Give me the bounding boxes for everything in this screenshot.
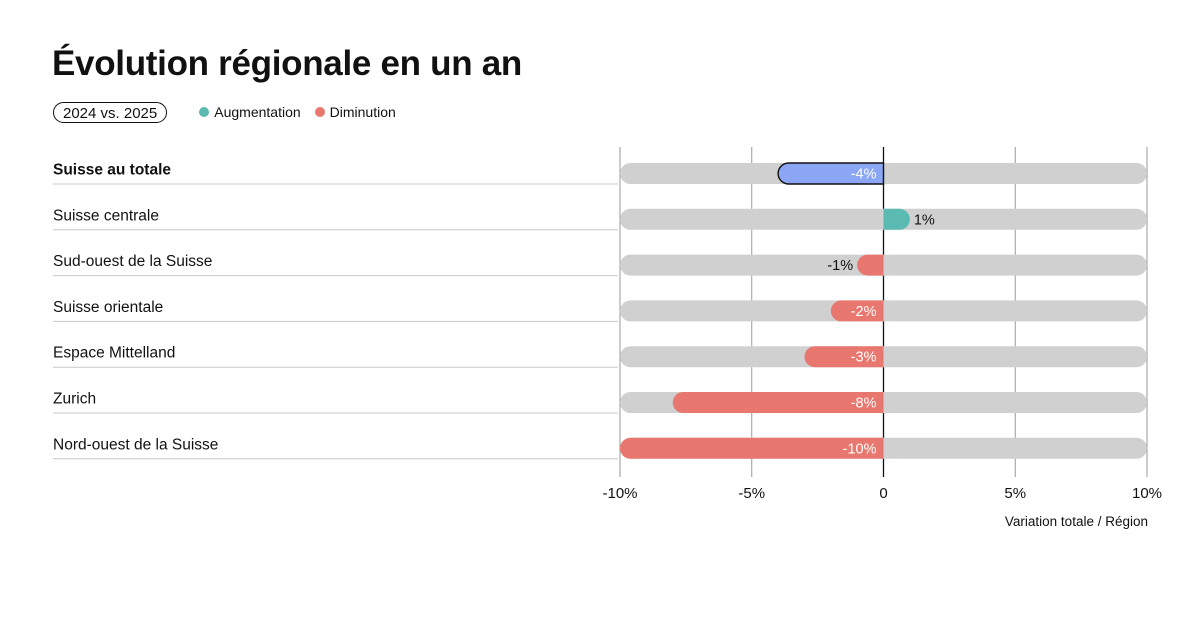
category-label: Zurich — [53, 391, 96, 408]
period-badge: 2024 vs. 2025 — [53, 101, 168, 123]
legend-label-decrease: Diminution — [329, 104, 396, 120]
legend-dot-decrease — [314, 107, 325, 117]
value-bar — [620, 437, 884, 459]
value-label: -3% — [851, 350, 877, 366]
category-label: Sud-ouest de la Suisse — [53, 253, 212, 270]
category-label: Suisse au totale — [53, 162, 171, 179]
value-bar — [830, 300, 884, 322]
value-label: 1% — [914, 212, 935, 228]
category-label: Nord-ouest de la Suisse — [53, 436, 218, 453]
x-tick-label: 0 — [879, 485, 887, 502]
x-tick-label: -10% — [602, 485, 637, 502]
legend-item-increase: Augmentation — [199, 104, 301, 120]
x-tick-label: -5% — [738, 485, 765, 502]
legend-dot-increase — [199, 107, 210, 117]
category-label: Suisse orientale — [53, 299, 163, 316]
value-label: -10% — [843, 441, 877, 457]
x-axis-label: Variation totale / Région — [1005, 514, 1148, 529]
legend-item-decrease: Diminution — [314, 104, 396, 120]
x-tick-label: 10% — [1132, 485, 1162, 502]
category-label: Suisse centrale — [53, 207, 159, 224]
value-label: -4% — [851, 167, 877, 183]
category-label: Espace Mittelland — [53, 345, 175, 362]
chart-title: Évolution régionale en un an — [52, 44, 522, 83]
value-label: -1% — [827, 258, 853, 274]
value-label: -8% — [851, 396, 877, 412]
value-bar — [857, 254, 884, 276]
value-bar — [804, 346, 884, 368]
value-bar — [883, 208, 910, 230]
value-bar — [672, 392, 884, 413]
x-tick-label: 5% — [1004, 485, 1026, 502]
legend-label-increase: Augmentation — [214, 104, 301, 120]
chart-controls: 2024 vs. 2025 Augmentation Diminution — [53, 101, 396, 123]
value-label: -2% — [851, 304, 877, 320]
value-bar — [777, 162, 885, 185]
